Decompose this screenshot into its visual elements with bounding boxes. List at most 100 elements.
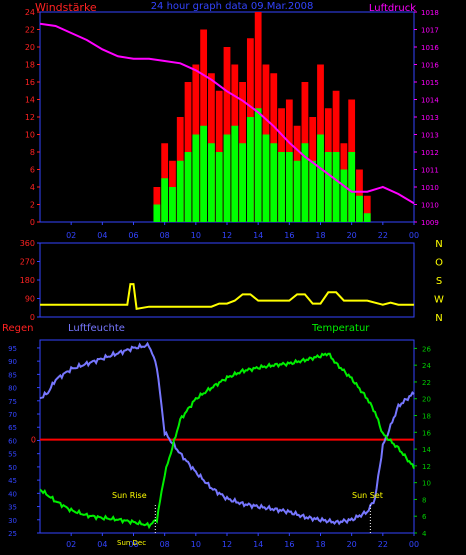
rain-axis-tick-label: 0 [31, 436, 36, 445]
wind-avg-bar [192, 134, 200, 222]
wind-avg-bar [309, 160, 317, 222]
humidity-axis-tick-label: 30 [8, 517, 17, 525]
pressure-axis-tick-label: 1010 [421, 184, 439, 192]
wind-axis-tick-label: 14 [25, 96, 35, 105]
humidity-axis-tick-label: 85 [8, 371, 17, 379]
direction-axis-tick-label: 360 [20, 239, 35, 248]
wind-avg-bar [363, 213, 371, 222]
temperature-axis-tick-label: 4 [422, 530, 427, 538]
humidity-line [39, 341, 415, 526]
wind-avg-bar [254, 108, 262, 222]
time-axis-tick-label: 12 [222, 540, 232, 549]
humidity-temperature-axes: 2530354045505560657075808590950468101214… [8, 345, 431, 549]
pressure-axis-tick-label: 1010 [421, 202, 439, 210]
time-axis-tick-label: 02 [66, 540, 76, 549]
temperature-axis-tick-label: 8 [422, 496, 426, 504]
time-axis-tick-label: 14 [253, 540, 263, 549]
wind-avg-bar [215, 152, 223, 222]
humidity-axis-tick-label: 70 [8, 411, 17, 419]
temperature-axis-tick-label: 6 [422, 513, 427, 521]
time-axis-tick-label: 00 [409, 540, 419, 549]
pressure-axis-tick-label: 1016 [421, 62, 439, 70]
wind-direction-panel [39, 242, 415, 318]
time-axis-tick-label: 10 [191, 540, 201, 549]
wind-avg-bar [317, 134, 324, 222]
wind-direction-line [40, 283, 414, 310]
compass-label: N [435, 239, 442, 250]
direction-axis-tick-label: 180 [20, 276, 35, 285]
pressure-axis-tick-label: 1017 [421, 27, 439, 35]
temperature-axis-tick-label: 22 [422, 379, 431, 387]
humidity-axis-tick-label: 90 [8, 358, 17, 366]
compass-label: S [436, 276, 442, 287]
time-axis-tick-label: 12 [222, 231, 232, 240]
pressure-axis-tick-label: 1015 [421, 79, 439, 87]
temperature-axis-tick-label: 10 [422, 480, 431, 488]
wind-avg-bar [293, 160, 301, 222]
humidity-temperature-panel [39, 339, 415, 534]
time-axis-tick-label: 16 [284, 231, 294, 240]
wind-avg-bar [332, 152, 340, 222]
wind-axis-tick-label: 6 [30, 166, 35, 175]
wind-avg-bar [348, 152, 356, 222]
time-axis-tick-label: 02 [66, 231, 76, 240]
pressure-line [39, 22, 415, 205]
wind-avg-bar [340, 169, 348, 222]
temperature-line [39, 352, 415, 530]
rain-label: Regen [2, 323, 34, 334]
wind-axis-tick-label: 10 [25, 131, 35, 140]
pressure-axis-tick-label: 1016 [421, 44, 439, 52]
wind-max-bar [363, 195, 371, 222]
compass-label: O [435, 258, 443, 269]
wind-axis-tick-label: 18 [25, 61, 35, 70]
wind-pressure-axes: 0246810121416182022241009101010101011101… [25, 8, 440, 240]
time-axis-tick-label: 08 [160, 540, 170, 549]
sun-rise-label: Sun Rise [112, 491, 147, 500]
wind-axis-tick-label: 16 [25, 78, 35, 87]
time-axis-tick-label: 04 [97, 540, 107, 549]
time-axis-tick-label: 20 [347, 540, 357, 549]
wind-avg-bar [301, 143, 309, 222]
direction-axis-tick-label: 90 [25, 295, 35, 304]
humidity-axis-tick-label: 45 [8, 477, 17, 485]
pressure-axis-tick-label: 1011 [421, 167, 439, 175]
wind-avg-bar [223, 134, 231, 222]
time-axis-tick-label: 00 [409, 231, 419, 240]
wind-avg-bar [231, 125, 239, 222]
time-axis-tick-label: 16 [284, 540, 294, 549]
time-axis-tick-label: 14 [253, 231, 263, 240]
time-axis-tick-label: 04 [97, 231, 107, 240]
wind-avg-bar [285, 152, 293, 222]
pressure-axis-tick-label: 1009 [421, 219, 439, 227]
humidity-axis-tick-label: 50 [8, 464, 17, 472]
temperature-label: Temperatur [311, 323, 370, 334]
temperature-axis-tick-label: 18 [422, 413, 431, 421]
humidity-temperature-lines [39, 341, 415, 530]
humidity-axis-tick-label: 35 [8, 504, 17, 512]
time-axis-tick-label: 18 [315, 231, 325, 240]
pressure-title-label: Luftdruck [369, 3, 416, 14]
wind-avg-bar [200, 125, 208, 222]
temperature-axis-tick-label: 26 [422, 345, 431, 353]
wind-axis-tick-label: 4 [30, 183, 35, 192]
humidity-axis-tick-label: 40 [8, 490, 17, 498]
time-axis-tick-label: 20 [347, 231, 357, 240]
direction-axis-tick-label: 270 [20, 258, 35, 267]
wind-avg-bar [324, 152, 332, 222]
wind-avg-bar [246, 117, 254, 222]
sun-dec-label: Sun Dec [117, 539, 146, 547]
time-axis-tick-label: 22 [378, 540, 388, 549]
temperature-axis-tick-label: 16 [422, 429, 431, 437]
time-axis-tick-label: 06 [128, 540, 138, 549]
humidity-axis-tick-label: 80 [8, 385, 17, 393]
time-axis-tick-label: 18 [315, 540, 325, 549]
compass-label: N [435, 313, 442, 324]
wind-avg-bar [356, 195, 363, 222]
wind-axis-tick-label: 0 [30, 218, 35, 227]
pressure-axis-tick-label: 1013 [421, 132, 439, 140]
compass-label: W [434, 295, 444, 306]
wind-avg-bars [153, 108, 371, 222]
wind-avg-bar [270, 143, 278, 222]
wind-avg-bar [184, 152, 192, 222]
